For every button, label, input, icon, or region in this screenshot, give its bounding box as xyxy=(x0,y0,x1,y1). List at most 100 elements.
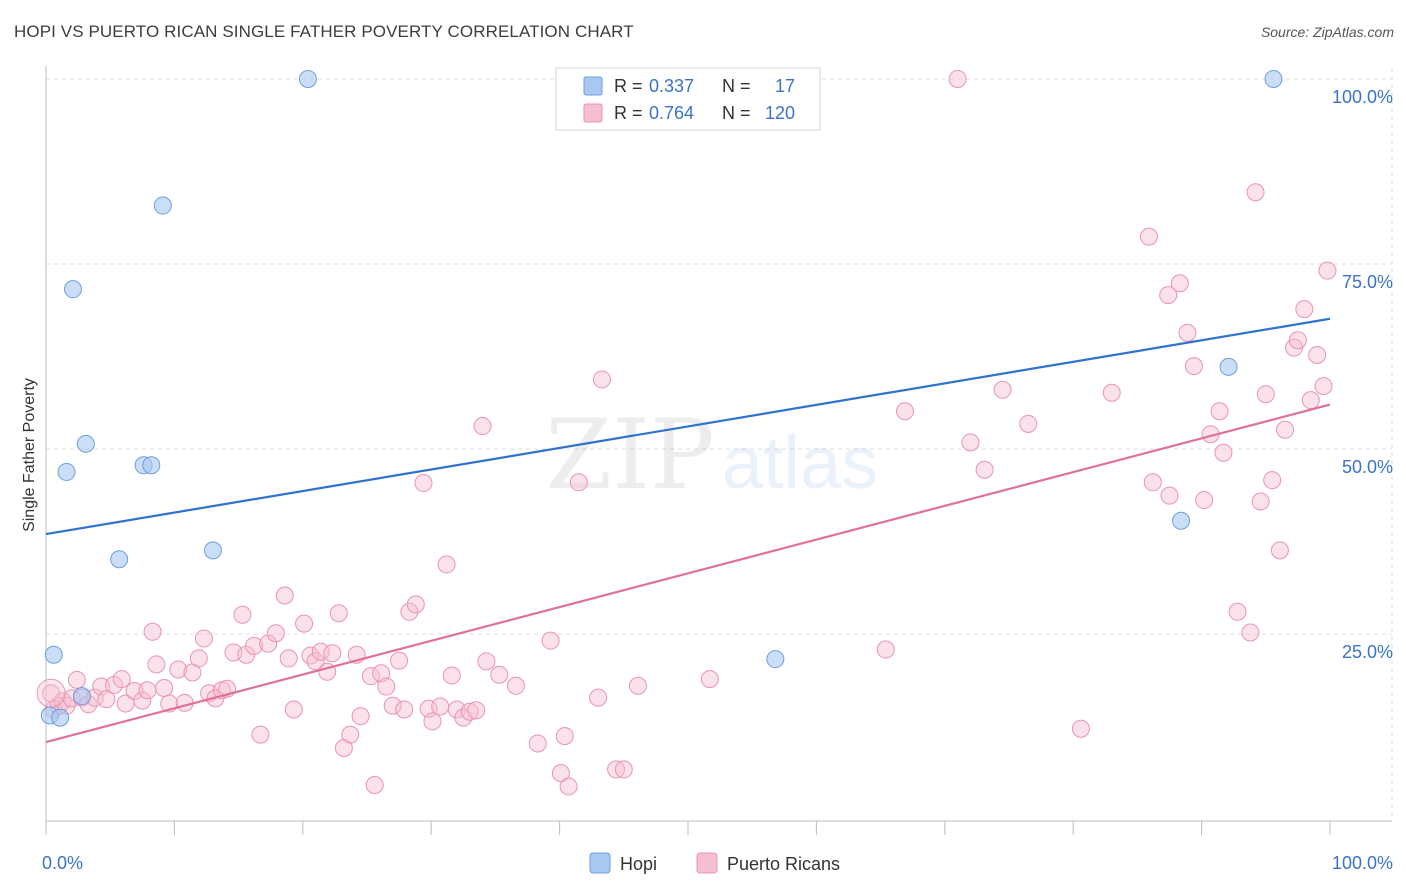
hopi-point xyxy=(63,280,82,299)
hopi-point xyxy=(1264,70,1283,88)
puerto-ricans-point xyxy=(1071,719,1090,738)
puerto-ricans-point xyxy=(233,605,252,624)
puerto-ricans-point xyxy=(559,777,578,796)
puerto-ricans-point xyxy=(311,642,330,661)
puerto-ricans-point xyxy=(1251,492,1270,511)
puerto-ricans-point xyxy=(993,380,1012,399)
puerto-ricans-points xyxy=(36,70,1337,796)
puerto-ricans-point xyxy=(1178,323,1197,342)
puerto-ricans-point xyxy=(125,681,144,700)
puerto-ricans-point xyxy=(1170,274,1189,293)
puerto-ricans-point xyxy=(975,460,994,479)
puerto-ricans-point xyxy=(1241,623,1260,642)
puerto-ricans-point xyxy=(541,631,560,650)
puerto-ricans-point xyxy=(1270,541,1289,560)
puerto-ricans-point xyxy=(1143,473,1162,492)
puerto-ricans-point xyxy=(506,676,525,695)
puerto-ricans-point xyxy=(194,629,213,648)
puerto-ricans-point xyxy=(143,622,162,641)
puerto-ricans-point xyxy=(390,651,409,670)
legend-swatch-puerto-ricans xyxy=(583,103,603,123)
puerto-ricans-point xyxy=(1184,357,1203,376)
bottom-legend-swatch-hopi[interactable] xyxy=(589,852,611,874)
puerto-ricans-point xyxy=(1159,286,1178,305)
puerto-ricans-point xyxy=(477,652,496,671)
puerto-ricans-point xyxy=(97,690,116,709)
hopi-point xyxy=(72,687,91,706)
y-axis-title: Single Father Poverty xyxy=(21,378,38,532)
x-tick-label: 0.0% xyxy=(42,853,83,873)
puerto-ricans-point xyxy=(431,697,450,716)
puerto-ricans-point xyxy=(169,660,188,679)
grid xyxy=(46,68,1393,819)
hopi-point xyxy=(298,70,317,88)
legend-n-value-hopi: 17 xyxy=(775,76,795,96)
puerto-ricans-point xyxy=(423,712,442,731)
puerto-ricans-point xyxy=(1246,183,1265,202)
puerto-ricans-point xyxy=(361,667,380,686)
puerto-ricans-point xyxy=(155,679,174,698)
puerto-ricans-point xyxy=(275,586,294,605)
puerto-ricans-point xyxy=(67,670,86,689)
puerto-ricans-point xyxy=(251,725,270,744)
puerto-ricans-point xyxy=(266,624,285,643)
puerto-ricans-point xyxy=(895,402,914,421)
puerto-ricans-point xyxy=(138,681,157,700)
puerto-ricans-point xyxy=(301,646,320,665)
hopi-point xyxy=(110,550,129,569)
series-legend: Hopi Puerto Ricans xyxy=(589,852,840,874)
puerto-ricans-point xyxy=(1301,391,1320,410)
x-tick-label: 100.0% xyxy=(1332,853,1393,873)
puerto-ricans-point xyxy=(592,370,611,389)
bottom-legend-label-hopi[interactable]: Hopi xyxy=(620,854,657,874)
puerto-ricans-point xyxy=(383,696,402,715)
puerto-ricans-point xyxy=(1228,602,1247,621)
puerto-ricans-point xyxy=(948,70,967,88)
y-tick-label: 100.0% xyxy=(1332,87,1393,107)
legend-r-value-hopi: 0.337 xyxy=(649,76,694,96)
watermark: ZIP atlas xyxy=(545,399,878,511)
puerto-ricans-point xyxy=(1295,300,1314,319)
watermark-zip: ZIP xyxy=(545,399,714,511)
y-tick-label: 25.0% xyxy=(1342,642,1393,662)
puerto-ricans-point xyxy=(36,678,66,708)
puerto-ricans-point xyxy=(961,433,980,452)
bottom-legend-swatch-puerto-ricans[interactable] xyxy=(696,852,718,874)
puerto-ricans-point xyxy=(628,676,647,695)
hopi-point xyxy=(1219,357,1238,376)
legend-r-label-puerto-ricans: R = xyxy=(614,103,643,123)
puerto-ricans-point xyxy=(175,693,194,712)
legend-r-label-hopi: R = xyxy=(614,76,643,96)
puerto-ricans-trend-line xyxy=(45,403,1331,744)
puerto-ricans-point xyxy=(341,725,360,744)
legend-n-label-puerto-ricans: N = xyxy=(722,103,751,123)
puerto-ricans-point xyxy=(414,474,433,493)
puerto-ricans-point xyxy=(1308,346,1327,365)
source-label: Source: ZipAtlas.com xyxy=(1260,24,1394,40)
hopi-point xyxy=(51,708,70,727)
puerto-ricans-point xyxy=(442,666,461,685)
bottom-legend-label-puerto-ricans[interactable]: Puerto Ricans xyxy=(727,854,840,874)
puerto-ricans-point xyxy=(1019,414,1038,433)
hopi-point xyxy=(203,541,222,560)
puerto-ricans-point xyxy=(1318,261,1337,280)
puerto-ricans-point xyxy=(1256,385,1275,404)
puerto-ricans-point xyxy=(245,636,264,655)
puerto-ricans-point xyxy=(365,775,384,794)
puerto-ricans-point xyxy=(329,604,348,623)
hopi-point xyxy=(76,434,95,453)
puerto-ricans-point xyxy=(569,473,588,492)
y-tick-label: 75.0% xyxy=(1342,272,1393,292)
puerto-ricans-point xyxy=(1276,420,1295,439)
hopi-point xyxy=(142,456,161,475)
chart-title: HOPI VS PUERTO RICAN SINGLE FATHER POVER… xyxy=(14,22,634,41)
puerto-ricans-point xyxy=(589,688,608,707)
puerto-ricans-point xyxy=(395,700,414,719)
tick-labels: 25.0% 50.0% 75.0% 100.0% 0.0% 100.0% xyxy=(42,87,1393,873)
puerto-ricans-point xyxy=(437,555,456,574)
puerto-ricans-point xyxy=(400,602,419,621)
puerto-ricans-point xyxy=(460,702,479,721)
puerto-ricans-point xyxy=(607,760,626,779)
puerto-ricans-point xyxy=(112,670,131,689)
